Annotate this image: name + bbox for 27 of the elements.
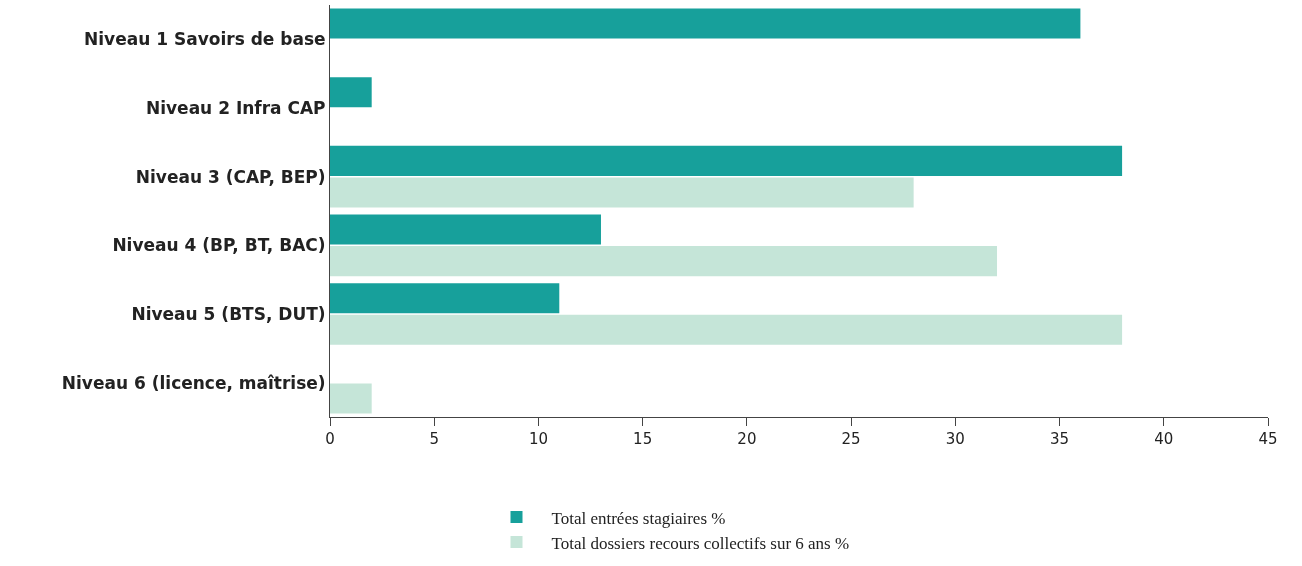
legend-label: Total dossiers recours collectifs sur 6 ans % xyxy=(551,533,850,553)
bar xyxy=(330,383,372,414)
bar xyxy=(330,283,560,314)
x-tick-label: 0 xyxy=(325,430,335,448)
bar xyxy=(330,177,914,208)
legend-label: Total entrées stagiaires % xyxy=(551,508,726,528)
y-tick-label: Niveau 5 (BTS, DUT) xyxy=(131,303,326,324)
x-tick-label: 25 xyxy=(841,430,861,448)
bar xyxy=(330,214,601,245)
y-tick-label: Niveau 2 Infra CAP xyxy=(145,97,326,118)
x-tick-label: 20 xyxy=(737,430,757,448)
bar xyxy=(330,246,998,277)
bar xyxy=(330,77,372,108)
bar xyxy=(330,8,1081,39)
bar xyxy=(330,145,1123,176)
y-tick-label: Niveau 1 Savoirs de base xyxy=(84,29,326,50)
x-tick-label: 30 xyxy=(945,430,965,448)
x-tick-label: 40 xyxy=(1154,430,1174,448)
y-tick-label: Niveau 3 (CAP, BEP) xyxy=(135,166,326,187)
y-tick-label: Niveau 6 (licence, maîtrise) xyxy=(61,372,326,393)
x-tick-label: 45 xyxy=(1258,430,1278,448)
x-tick-label: 15 xyxy=(633,430,653,448)
bar xyxy=(330,314,1123,345)
y-tick-label: Niveau 4 (BP, BT, BAC) xyxy=(112,235,326,256)
x-tick-label: 10 xyxy=(528,430,548,448)
x-tick-label: 35 xyxy=(1050,430,1070,448)
x-tick-label: 5 xyxy=(429,430,439,448)
